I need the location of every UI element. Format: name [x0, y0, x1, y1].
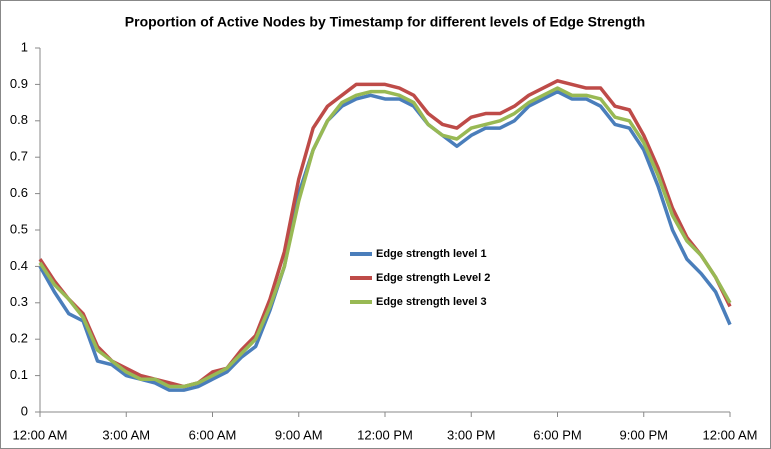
y-tick-label: 0.8	[10, 112, 28, 127]
y-tick-label: 1	[21, 39, 28, 54]
series-line	[38, 89, 732, 392]
legend-label: Edge strength level 3	[376, 296, 487, 308]
y-tick-label: 0.1	[10, 367, 28, 382]
x-tick-label: 3:00 AM	[102, 427, 150, 442]
legend-label: Edge strength level 1	[376, 248, 487, 260]
y-tick-label: 0	[21, 403, 28, 418]
y-tick-label: 0.9	[10, 76, 28, 91]
x-tick-label: 9:00 AM	[275, 427, 323, 442]
y-tick-label: 0.5	[10, 221, 28, 236]
x-tick-label: 12:00 PM	[357, 427, 413, 442]
x-tick-label: 6:00 PM	[533, 427, 581, 442]
y-tick-label: 0.2	[10, 331, 28, 346]
x-tick-label: 12:00 AM	[703, 427, 758, 442]
series-line	[38, 86, 732, 389]
y-tick-label: 0.6	[10, 185, 28, 200]
x-tick-label: 3:00 PM	[447, 427, 495, 442]
x-tick-label: 9:00 PM	[620, 427, 668, 442]
y-tick-label: 0.4	[10, 258, 28, 273]
x-tick-label: 12:00 AM	[13, 427, 68, 442]
y-tick-label: 0.3	[10, 294, 28, 309]
x-tick-label: 6:00 AM	[189, 427, 237, 442]
y-tick-label: 0.7	[10, 149, 28, 164]
chart-title: Proportion of Active Nodes by Timestamp …	[125, 14, 645, 30]
legend-label: Edge strength Level 2	[376, 272, 490, 284]
